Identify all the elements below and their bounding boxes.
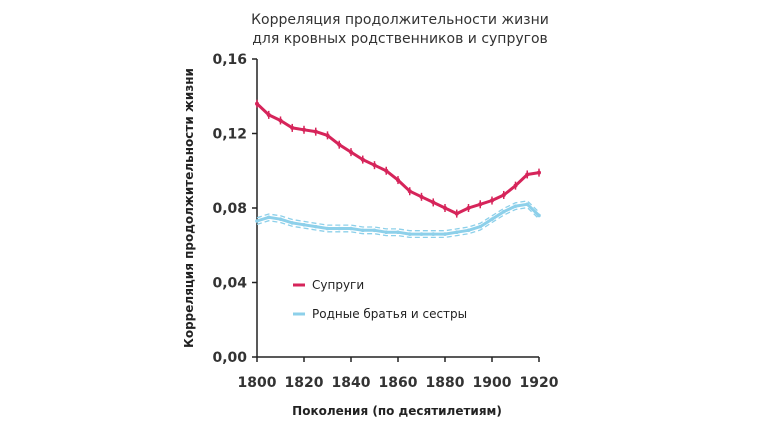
- siblings-point: [313, 224, 318, 229]
- spouses-point: [513, 183, 518, 188]
- siblings-band-upper: [256, 200, 540, 232]
- x-tick-label: 1880: [426, 375, 465, 391]
- spouses-point: [325, 133, 330, 138]
- spouses-point: [407, 189, 412, 194]
- x-axis-label: Поколения (по десятилетиям): [292, 404, 502, 418]
- y-axis-label: Корреляция продолжительности жизни: [182, 68, 196, 348]
- spouses-point: [466, 206, 471, 210]
- spouses-point: [501, 192, 506, 197]
- spouses-point: [278, 118, 283, 123]
- siblings-point: [302, 222, 306, 227]
- x-tick-label: 1860: [379, 375, 418, 391]
- siblings-point: [255, 219, 259, 223]
- y-tick-label: 0,16: [212, 52, 247, 68]
- spouses-point: [255, 101, 259, 106]
- siblings-point: [537, 213, 541, 218]
- spouses-point: [419, 194, 424, 199]
- chart-title-line-1: Корреляция продолжительности жизни: [251, 12, 549, 28]
- chart-title-line-2: для кровных родственников и супругов: [252, 31, 548, 47]
- axes: 0,00 0,04 0,08 0,12 0,16 1800 1820 1840 1860 1880…: [212, 52, 558, 391]
- siblings-point: [454, 230, 459, 235]
- y-tick-label: 0,00: [212, 350, 247, 366]
- spouses-point: [302, 127, 306, 132]
- siblings-point: [290, 221, 295, 225]
- siblings-point: [466, 228, 471, 233]
- spouses-point: [431, 200, 436, 205]
- spouses-point: [443, 206, 447, 210]
- siblings-point: [325, 226, 330, 231]
- siblings-point: [396, 230, 400, 235]
- siblings-point: [478, 224, 483, 229]
- spouses-point: [360, 157, 365, 162]
- y-tick-label: 0,08: [212, 201, 247, 217]
- x-tick-label: 1900: [473, 375, 512, 391]
- siblings-point: [490, 217, 494, 221]
- siblings-point: [266, 215, 271, 220]
- spouses-point: [313, 129, 318, 134]
- series-layer: [255, 99, 541, 239]
- siblings-point: [501, 209, 506, 214]
- x-tick-label: 1840: [332, 375, 371, 391]
- spouses-line: [255, 102, 540, 216]
- y-tick-label: 0,12: [212, 127, 247, 143]
- x-tick-label: 1920: [520, 375, 559, 391]
- siblings-point: [360, 228, 365, 233]
- spouses-point: [337, 142, 342, 147]
- siblings-point: [372, 228, 377, 233]
- siblings-point: [419, 232, 424, 236]
- spouses-point: [454, 211, 459, 216]
- siblings-point: [431, 232, 436, 236]
- spouses-point: [490, 198, 494, 203]
- spouses-point: [537, 170, 541, 175]
- siblings-band-lower: [256, 206, 540, 239]
- spouses-point: [525, 172, 530, 177]
- siblings-point: [337, 226, 342, 231]
- legend-label-spouses: Супруги: [312, 278, 364, 292]
- siblings-point: [349, 226, 353, 231]
- siblings-point: [384, 230, 389, 235]
- x-tick-label: 1800: [238, 375, 277, 391]
- legend: Супруги Родные братья и сестры: [293, 278, 467, 321]
- spouses-point: [372, 163, 377, 168]
- spouses-point: [290, 125, 295, 130]
- siblings-point: [407, 232, 412, 236]
- y-tick-label: 0,04: [212, 276, 247, 292]
- spouses-point: [478, 202, 483, 207]
- x-tick-label: 1820: [285, 375, 324, 391]
- legend-label-siblings: Родные братья и сестры: [312, 307, 467, 321]
- siblings-line: [256, 202, 541, 236]
- siblings-point: [443, 232, 447, 236]
- spouses-point: [349, 150, 353, 155]
- spouses-point: [266, 112, 271, 117]
- spouses-point: [384, 168, 389, 173]
- spouses-point: [396, 178, 400, 183]
- siblings-point: [525, 202, 530, 207]
- siblings-point: [278, 217, 283, 221]
- siblings-point: [513, 204, 518, 208]
